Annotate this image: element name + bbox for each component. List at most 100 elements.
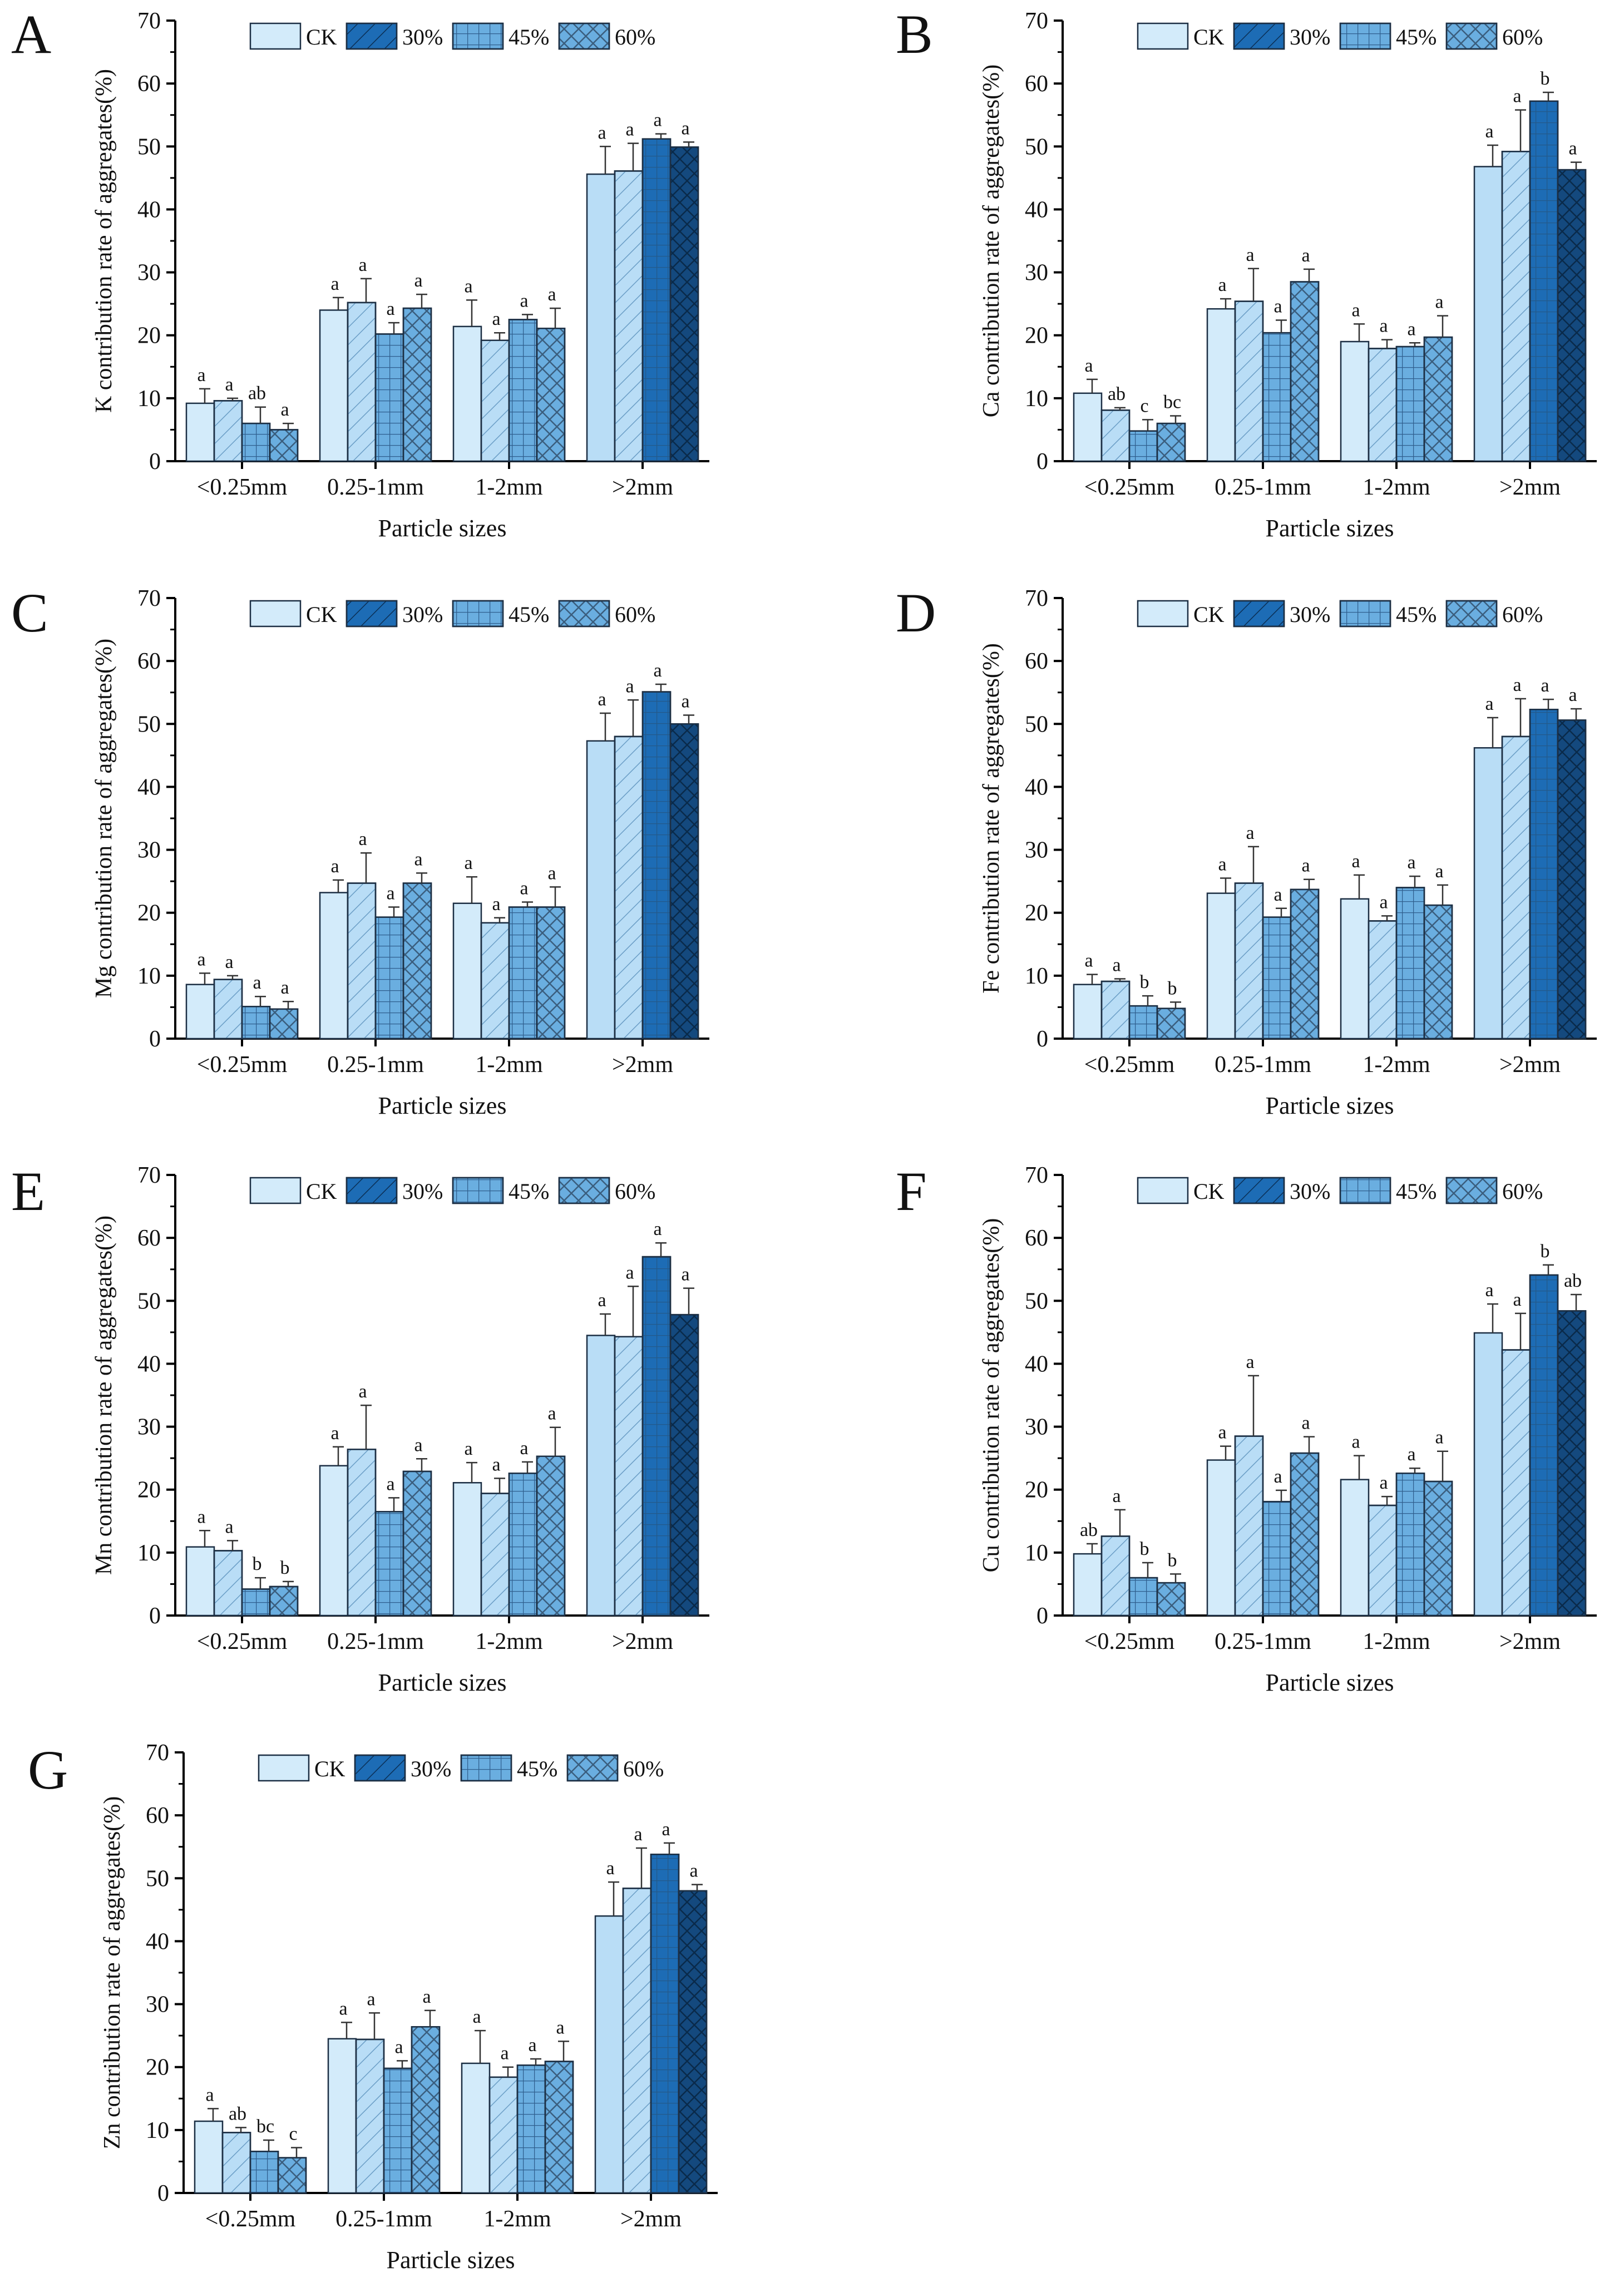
panel-A: A 0 10 20 30 40 50 60 70 K contribution rate of a… (11, 3, 709, 542)
y-tick-label: 70 (137, 8, 161, 34)
bar (185, 1546, 215, 1617)
bar-pattern (213, 1550, 243, 1617)
bar (1473, 166, 1503, 462)
legend-swatch-pattern (452, 600, 504, 628)
legend-swatch-pattern (1233, 22, 1285, 50)
legend-item-0: CK (1137, 1177, 1225, 1204)
significance-letter: a (464, 1439, 472, 1459)
bar-0-1: a (213, 952, 243, 1040)
significance-letter: a (414, 1435, 422, 1455)
bar (185, 984, 215, 1040)
bar-2-0: a (1340, 1432, 1370, 1617)
bar-1-2: a (1262, 885, 1292, 1040)
y-tick-label: 70 (1025, 1163, 1048, 1188)
bar-pattern (641, 1256, 672, 1617)
significance-letter: a (1485, 121, 1493, 142)
bar (194, 2120, 224, 2194)
x-tick-label: 1-2mm (1363, 475, 1430, 500)
significance-letter: ab (1564, 1271, 1582, 1291)
significance-letter: ab (248, 383, 266, 404)
legend-swatch-pattern (1339, 600, 1391, 628)
bar-1-3: a (1290, 1413, 1320, 1617)
bar-pattern (374, 333, 404, 462)
x-tick-label: 1-2mm (1363, 1052, 1430, 1078)
bar-pattern (480, 339, 510, 462)
x-tick-label: >2mm (1499, 1052, 1561, 1078)
bar-3-0: a (594, 1858, 624, 2194)
x-axis-label: Particle sizes (1266, 515, 1394, 542)
y-tick-label: 20 (146, 2055, 169, 2081)
x-tick-label: >2mm (612, 475, 673, 500)
legend-swatch (249, 600, 302, 628)
significance-letter: a (386, 299, 394, 319)
bar-pattern (669, 723, 699, 1040)
bar-pattern (1423, 336, 1453, 462)
legend-swatch (249, 22, 302, 50)
panel-label: E (11, 1160, 45, 1222)
bar-pattern (374, 1511, 404, 1617)
bar-3-3: a (1557, 139, 1587, 462)
bar-2-3: a (544, 2017, 574, 2194)
y-tick-label: 70 (146, 1740, 169, 1766)
bar-2-1: a (1368, 1473, 1398, 1617)
bar-pattern (536, 328, 566, 462)
bar-2-0: a (452, 276, 482, 462)
y-tick-label: 10 (137, 1540, 161, 1566)
significance-letter: a (681, 691, 689, 712)
legend-swatch-pattern (558, 600, 610, 628)
legend-item-0: CK (249, 1177, 337, 1204)
y-tick-label: 10 (1025, 1540, 1048, 1566)
bar-0-2: c (1128, 396, 1158, 462)
bar-2-0: a (1340, 851, 1370, 1040)
bar-pattern (614, 1336, 644, 1617)
significance-letter: a (1379, 892, 1388, 912)
significance-letter: a (500, 2043, 509, 2064)
significance-letter: a (598, 1290, 606, 1311)
bar-2-2: a (508, 290, 538, 462)
y-tick-label: 60 (137, 1226, 161, 1251)
significance-letter: a (386, 1474, 394, 1494)
bar-0-1: a (213, 374, 243, 462)
x-tick-label: 0.25-1mm (1215, 475, 1311, 500)
legend-item-1: 30% (345, 22, 443, 50)
bar-pattern (213, 400, 243, 462)
bar-1-2: a (383, 2037, 413, 2194)
bar-pattern (269, 429, 299, 462)
significance-letter: a (225, 952, 233, 972)
bar-pattern (347, 882, 377, 1040)
significance-letter: a (556, 2017, 564, 2038)
bar-3-2: b (1529, 1241, 1559, 1617)
bar-1-3: a (402, 1435, 432, 1617)
legend-swatch-pattern (460, 1754, 512, 1782)
y-axis-label: Cu contribution rate of aggregates(%) (979, 1218, 1004, 1573)
bar-3-3: a (1557, 685, 1587, 1040)
bar-0-3: a (269, 977, 299, 1040)
legend-swatch-pattern (566, 1754, 619, 1782)
bar-0-3: b (269, 1558, 299, 1617)
y-tick-label: 40 (1025, 1351, 1048, 1377)
significance-letter: a (653, 1219, 662, 1239)
significance-letter: a (1301, 1413, 1310, 1434)
bar (586, 740, 616, 1040)
bar-pattern (1501, 735, 1531, 1040)
y-axis-label: Mn contribution rate of aggregates(%) (91, 1216, 117, 1575)
significance-letter: a (225, 374, 233, 395)
legend-swatch (258, 1754, 310, 1782)
bar (1073, 1553, 1103, 1617)
bar (327, 2038, 357, 2194)
bar-2-1: a (480, 1454, 510, 1617)
significance-letter: a (1246, 823, 1254, 843)
bar-1-3: a (1290, 245, 1320, 462)
legend-swatch (1137, 22, 1189, 50)
x-tick-label: >2mm (612, 1629, 673, 1654)
legend-swatch-pattern (1445, 600, 1498, 628)
bar-0-0: a (185, 949, 215, 1040)
significance-letter: a (634, 1824, 642, 1845)
bar-1-2: a (374, 1474, 404, 1617)
panel-label: F (896, 1160, 927, 1222)
legend-item-1: 30% (1233, 22, 1330, 50)
bar-0-0: a (185, 1506, 215, 1617)
legend-item-3: 60% (1445, 600, 1543, 628)
significance-letter: bc (256, 2116, 274, 2137)
x-tick-label: 1-2mm (483, 2206, 551, 2232)
